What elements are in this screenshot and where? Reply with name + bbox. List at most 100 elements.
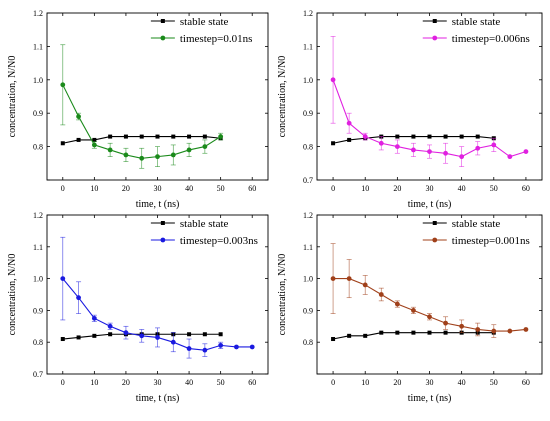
data-point [507,328,513,334]
legend-marker [160,237,166,243]
data-point [187,134,192,139]
data-point [362,282,368,288]
data-point [171,134,176,139]
data-point [123,152,129,158]
data-point [186,346,192,351]
series-stable-state [60,134,223,146]
data-point [459,154,465,160]
x-tick-label: 60 [248,184,256,193]
data-point [76,114,81,119]
data-point [123,134,128,139]
legend-label: timestep=0.006ns [452,33,530,45]
legend-label: timestep=0.01ns [180,33,253,45]
data-point [202,144,208,150]
data-point [139,134,144,139]
data-point [107,147,113,153]
x-tick-label: 50 [490,378,498,387]
data-point [330,276,336,281]
y-tick-label: 0.9 [303,306,313,315]
data-point [347,137,352,142]
x-axis-title: time, t (ns) [136,199,180,210]
series-stable-state [331,330,496,342]
x-axis-title: time, t (ns) [408,393,452,404]
data-point [155,154,160,160]
x-tick-label: 60 [248,378,256,387]
x-tick-label: 10 [361,184,369,193]
x-tick-label: 50 [490,184,498,193]
data-point [139,155,145,161]
data-point [170,339,176,345]
data-point [107,323,113,329]
y-tick-label: 0.9 [303,109,313,118]
y-axis-title: concentration, N/N0 [7,254,18,336]
data-point [92,137,97,142]
y-tick-label: 1.1 [33,42,43,51]
data-point [378,140,384,146]
y-tick-label: 0.7 [303,176,313,185]
data-point [76,295,81,301]
y-tick-label: 1.2 [303,211,313,220]
data-point [443,150,448,156]
data-point [123,330,129,336]
data-point [411,330,416,335]
legend-entry: stable state [150,16,229,28]
data-point [202,134,207,139]
data-point [411,147,416,153]
series-timestep [330,243,529,338]
x-tick-label: 0 [331,378,335,387]
legend-entry: timestep=0.006ns [422,33,530,45]
legend-label: stable state [180,218,229,230]
x-tick-label: 20 [393,184,401,193]
data-point [76,335,81,340]
legend-entry: stable state [422,218,501,230]
data-point [202,347,208,353]
chart-panel-3: 0 10 20 30 40 50 60 0.7 0.8 0.9 1.0 1.1 1.2 time, t (… [7,211,269,404]
data-point [187,332,192,337]
y-tick-label: 1.0 [303,275,313,284]
legend-marker [160,35,166,41]
legend-entry: timestep=0.003ns [150,235,258,247]
y-tick-label: 1.2 [33,211,43,220]
data-point [443,330,448,335]
legend-entry: timestep=0.01ns [150,33,253,45]
data-point [395,134,400,139]
data-point [60,82,66,88]
y-tick-label: 0.8 [33,338,43,347]
data-point [155,335,160,340]
data-point [379,330,384,335]
data-point [60,337,65,342]
data-point [108,332,113,337]
legend-label: timestep=0.001ns [452,235,530,247]
y-axis-title: concentration, N/N0 [277,254,288,336]
data-point [362,134,368,139]
data-point [331,141,336,146]
data-point [91,142,97,148]
chart-panel-2: 0 10 20 30 40 50 60 0.7 0.8 0.9 1.0 1.1 1.2 time, t (… [277,9,543,210]
data-point [459,323,465,329]
x-tick-label: 20 [122,378,130,387]
series-timestep [60,44,224,169]
data-point [249,344,255,350]
y-tick-label: 1.2 [33,9,43,18]
data-point [523,149,529,155]
chart-panel-1: 0 10 20 30 40 50 60 0.8 0.9 1.0 1.1 1.2 time, t (ns)… [7,9,269,210]
data-point [395,330,400,335]
series-timestep [60,236,255,359]
x-tick-label: 50 [217,184,225,193]
legend-label: stable state [452,218,501,230]
x-tick-label: 40 [458,378,466,387]
x-tick-label: 10 [361,378,369,387]
x-tick-label: 0 [61,378,65,387]
y-tick-label: 0.9 [33,306,43,315]
x-tick-label: 30 [154,184,162,193]
data-point [139,333,145,339]
x-tick-label: 30 [154,378,162,387]
data-point [218,332,223,337]
data-point [331,337,336,342]
y-axis-title: concentration, N/N0 [7,56,18,138]
series-timestep [330,36,529,167]
x-tick-label: 30 [426,378,434,387]
legend-marker [160,19,165,23]
